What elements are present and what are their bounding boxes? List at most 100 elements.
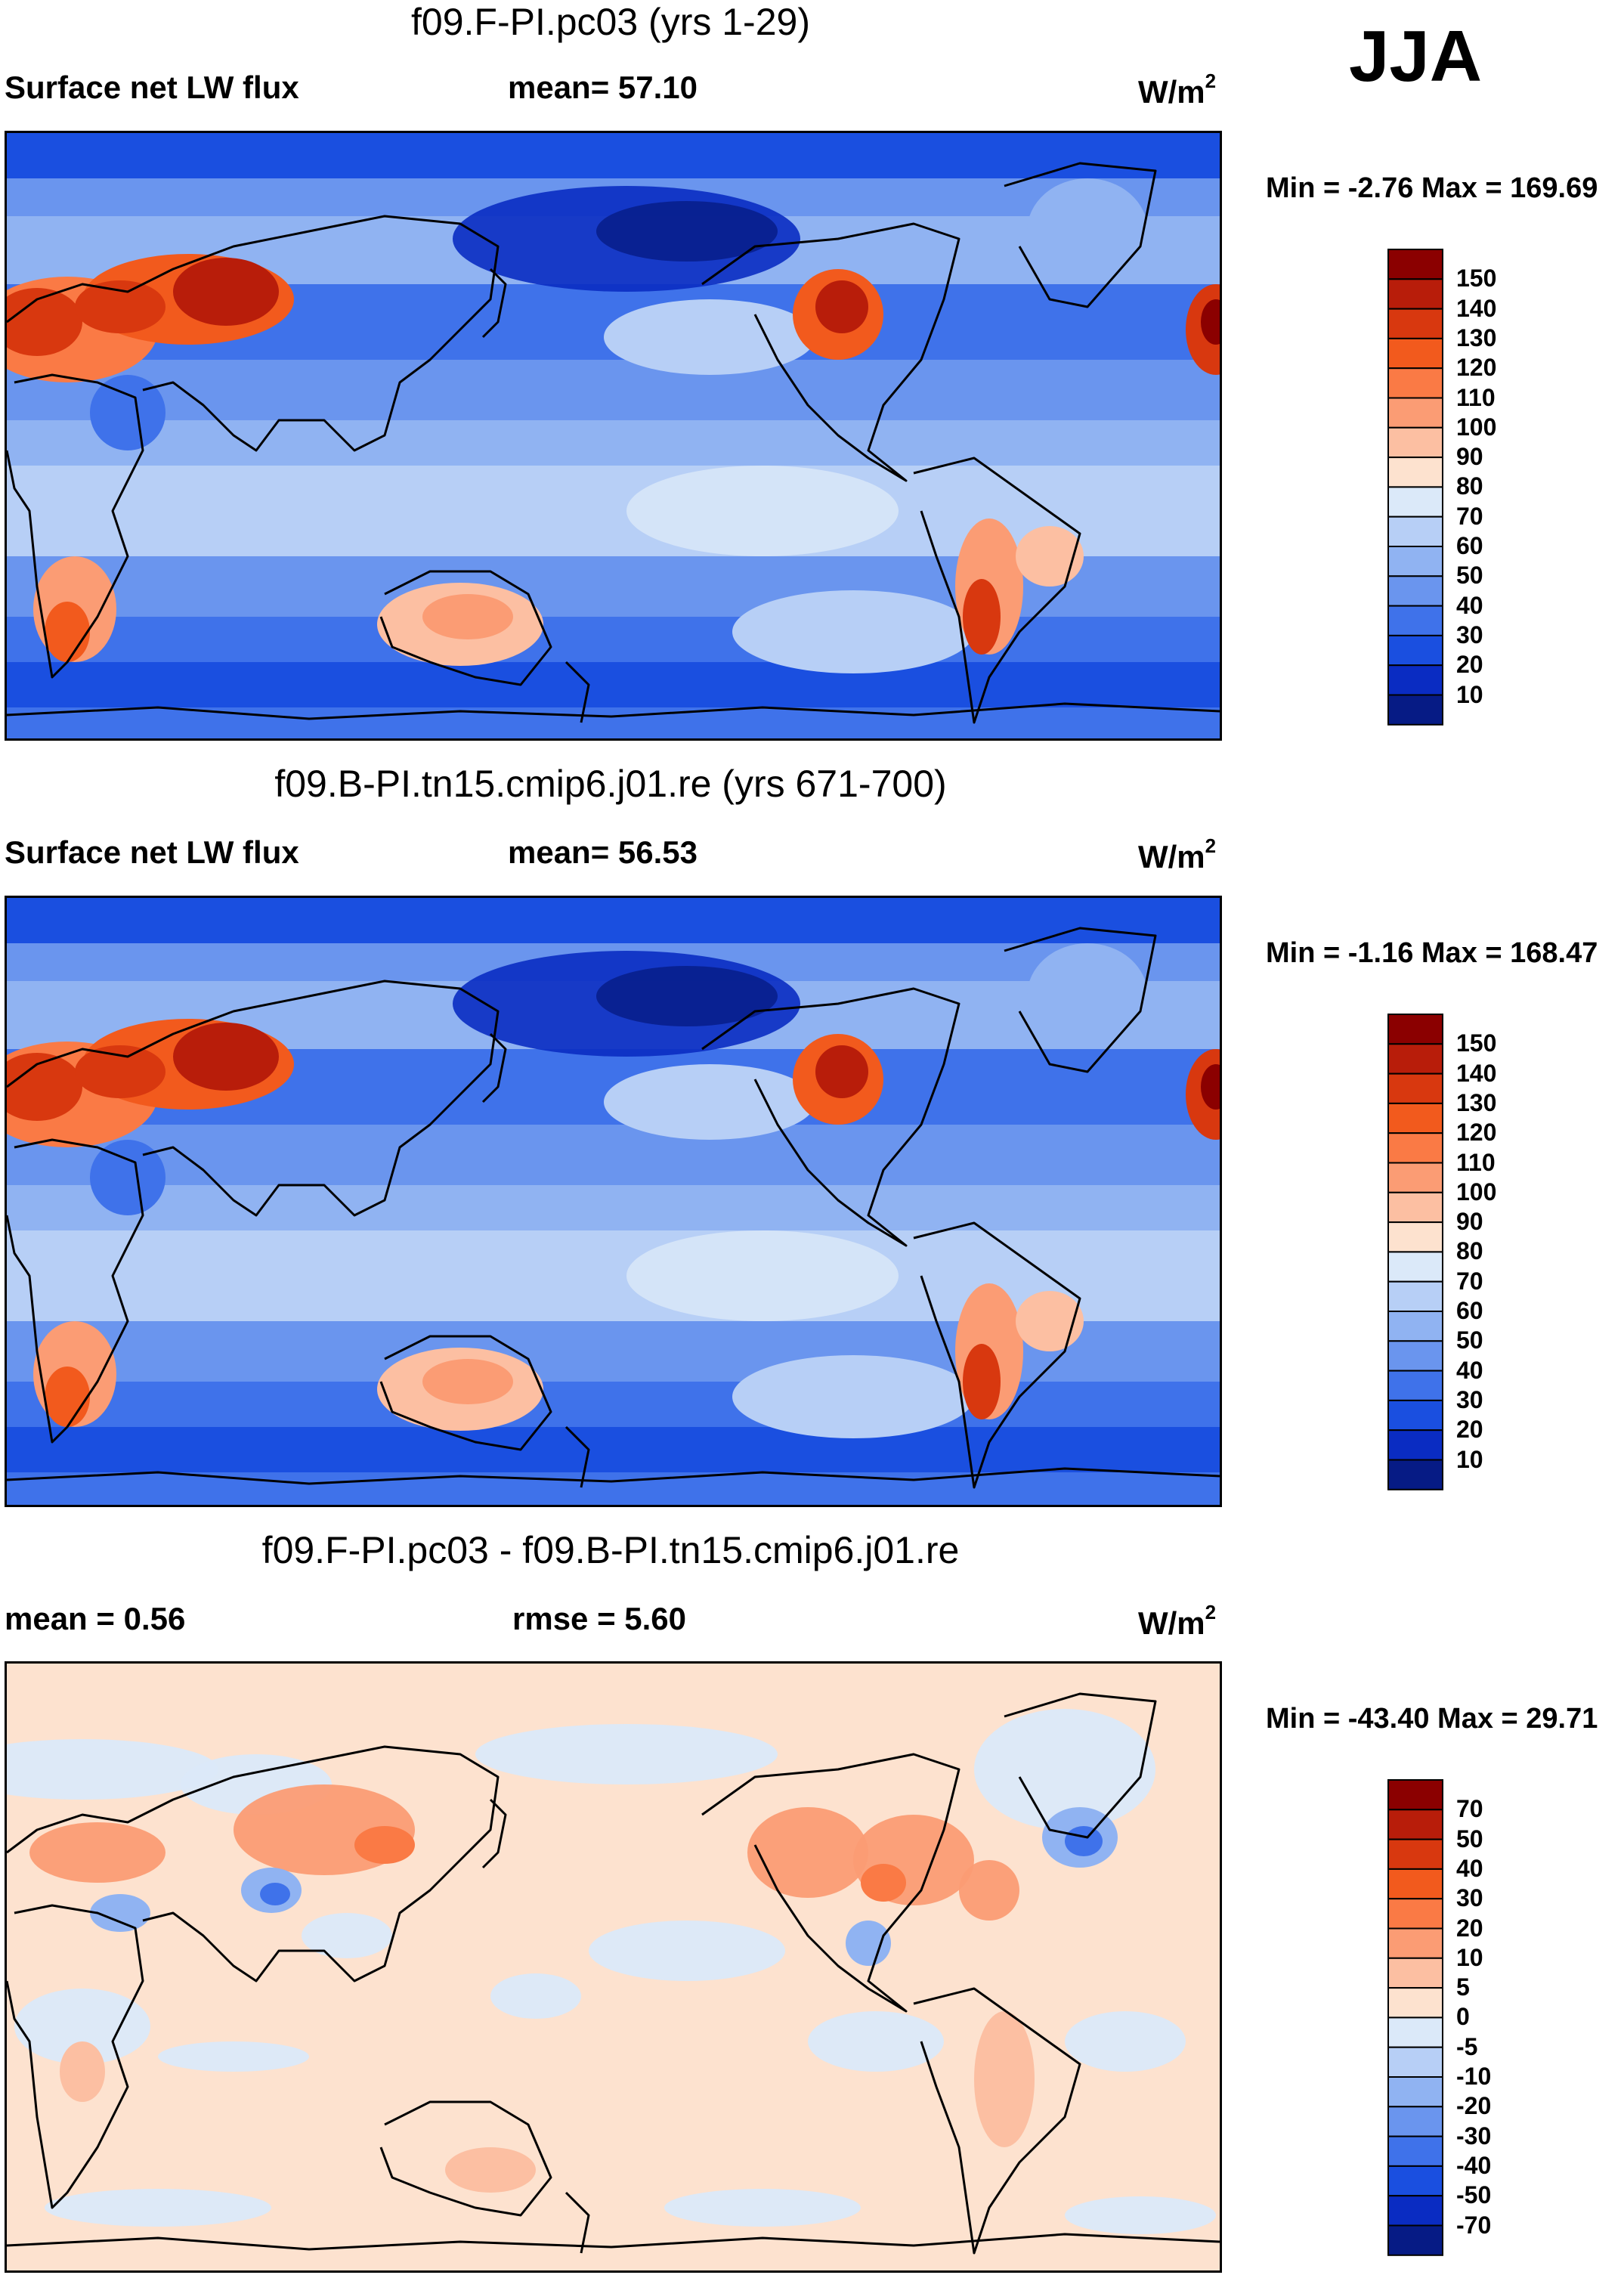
colorbar-swatch [1387,426,1443,459]
colorbar-swatch [1387,634,1443,667]
colorbar-label: 90 [1456,443,1483,471]
panel-2-left-label: Surface net LW flux [5,834,299,870]
panel-2-minmax: Min = -1.16 Max = 168.47 [1266,937,1598,969]
colorbar-label: 60 [1456,532,1483,559]
colorbar-label: -10 [1456,2063,1492,2090]
colorbar-swatch [1387,1987,1443,2019]
colorbar-label: -50 [1456,2181,1492,2209]
colorbar-label: 120 [1456,354,1497,382]
colorbar-swatch [1387,1779,1443,1811]
colorbar-swatch [1387,1043,1443,1075]
colorbar-label: 130 [1456,323,1497,351]
field-blob [1065,1826,1103,1856]
field-blob [846,1921,891,1966]
field-blob [90,375,165,450]
panel-1-map [5,131,1222,741]
field-blob [626,1230,899,1321]
panel-1-title: f09.F-PI.pc03 (yrs 1-29) [411,1,810,43]
colorbar-label: 50 [1456,1326,1483,1354]
colorbar-swatch [1387,457,1443,488]
field-band [7,898,1220,943]
colorbar-swatch [1387,1340,1443,1372]
coastline [7,1467,1220,1485]
colorbar-label: 40 [1456,591,1483,619]
coastline [565,661,590,723]
field-band [7,466,1220,556]
map-field [7,898,1220,1505]
colorbar-label: 100 [1456,413,1497,441]
colorbar-label: 30 [1456,1884,1483,1912]
colorbar-label: 150 [1456,265,1497,292]
colorbar-swatch [1387,1459,1443,1490]
coastline [481,268,507,339]
panel-2-title: f09.B-PI.tn15.cmip6.j01.re (yrs 671-700) [274,763,947,805]
colorbar-swatch [1387,337,1443,370]
map-field [7,1664,1220,2270]
coastline [7,702,1220,720]
field-band [7,1125,1220,1185]
colorbar-label: 5 [1456,1973,1470,2001]
coastline [7,2233,1220,2251]
colorbar-label: 20 [1456,1914,1483,1942]
colorbar-label: 150 [1456,1029,1497,1057]
field-blob [90,1894,150,1932]
coastline [1004,927,1157,1073]
colorbar-label: 70 [1456,502,1483,530]
colorbar-swatch [1387,1280,1443,1313]
field-blob [861,1864,906,1902]
colorbar-label: 40 [1456,1356,1483,1384]
colorbar-label: 80 [1456,1237,1483,1265]
colorbar-swatch [1387,1399,1443,1432]
coastline [1004,162,1157,308]
panel-3-rmse: rmse = 5.60 [512,1601,687,1636]
coastline [565,2191,590,2254]
field-blob [158,2041,309,2072]
colorbar-swatch [1387,249,1443,280]
field-blob [815,1045,868,1098]
map-field [7,133,1220,738]
coastline [7,215,500,452]
field-blob [664,2189,861,2227]
field-blob [604,1064,815,1140]
field-blob [747,1807,868,1898]
colorbar-swatch [1387,2076,1443,2108]
colorbar-label: 110 [1456,383,1496,411]
colorbar-swatch [1387,1429,1443,1461]
field-blob [90,1140,165,1215]
colorbar-swatch [1387,1191,1443,1224]
colorbar-swatch [1387,2224,1443,2256]
field-blob [7,1739,218,1800]
field-blob [596,966,778,1026]
panel-3-mean: mean = 0.56 [5,1601,186,1636]
panel-1-mean: mean= 57.10 [508,70,698,105]
colorbar-label: 10 [1456,1943,1483,1971]
colorbar-label: -40 [1456,2151,1492,2179]
colorbar-label: -20 [1456,2092,1492,2120]
colorbar-label: 120 [1456,1119,1497,1147]
field-band [7,1185,1220,1230]
field-band [7,707,1220,738]
colorbar-boxes [1387,1014,1443,1490]
panel-2-colorbar: 150 140 130 120 110 100 90 80 70 60 50 40 30 20 10 [1387,1013,1496,1495]
colorbar-label: 0 [1456,2003,1470,2031]
coastline [1004,1692,1157,1839]
colorbar-label: 60 [1456,1297,1483,1324]
panel-3-map [5,1661,1222,2273]
field-band [7,133,1220,178]
field-blob [1027,178,1148,284]
coastline [913,457,1081,724]
field-blob [173,258,279,326]
field-band [7,1427,1220,1472]
field-blob [422,594,513,639]
colorbar-swatch [1387,1809,1443,1840]
colorbar-label: 130 [1456,1088,1497,1116]
colorbar-swatch [1387,367,1443,399]
colorbar-swatch [1387,664,1443,696]
colorbar-label: 40 [1456,1854,1483,1882]
field-blob [354,1826,415,1864]
field-blob [173,1023,279,1091]
field-blob [7,288,82,356]
colorbar-swatch [1387,486,1443,518]
field-blob [1016,1291,1084,1351]
coastline [913,1987,1081,2255]
